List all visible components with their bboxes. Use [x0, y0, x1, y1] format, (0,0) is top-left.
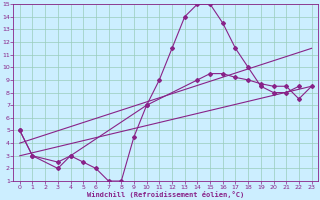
X-axis label: Windchill (Refroidissement éolien,°C): Windchill (Refroidissement éolien,°C) — [87, 191, 244, 198]
